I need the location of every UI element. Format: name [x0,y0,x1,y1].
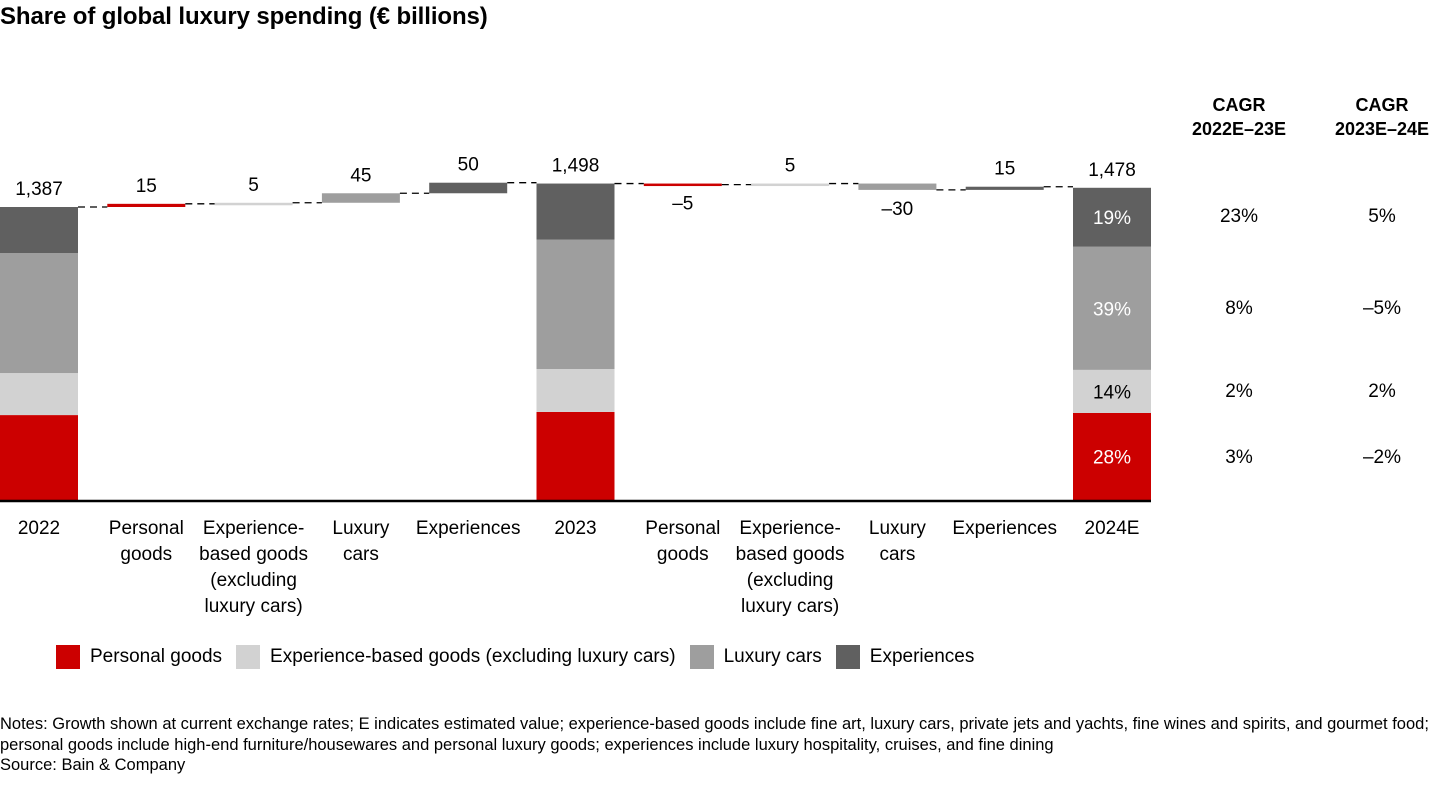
segment-share-label: 28% [1093,447,1131,468]
notes-text: Notes: Growth shown at current exchange … [0,715,1429,754]
bar-segment-luxury-cars [1073,246,1151,370]
total-value-label: 1,478 [1088,160,1136,181]
delta-bar-luxury-cars [321,193,400,203]
bar-segment-experience-based-goods-excluding-luxury-cars [1073,369,1151,413]
legend-item-experience-based-goods: Experience-based goods (excluding luxury… [236,645,676,669]
bar-segment-personal-goods [1073,412,1151,500]
legend-swatch-luxury-cars [689,645,714,669]
segment-share-label: 39% [1093,299,1131,320]
cagr-value-experiences: 23% [1220,206,1258,227]
footnotes: Notes: Growth shown at current exchange … [0,714,1430,776]
category-label: Experience- [203,518,304,539]
category-label: cars [879,544,915,565]
source-text: Source: Bain & Company [0,756,186,774]
delta-value-label: 45 [350,165,371,186]
segment-share-label: 14% [1093,382,1131,403]
bar-segment-personal-goods [0,415,78,500]
delta-value-label: –5 [672,194,693,215]
cagr-header: CAGR [1213,95,1266,115]
category-label: based goods [199,544,308,565]
legend-item-experiences: Experiences [835,645,975,669]
category-label: Luxury [332,518,390,539]
bar-segment-luxury-cars [0,253,78,374]
bar-segment-experience-based-goods-excluding-luxury-cars [0,373,78,416]
category-label: goods [657,544,709,565]
legend-label: Luxury cars [723,646,822,667]
legend-item-luxury-cars: Luxury cars [689,645,822,669]
cagr-header: 2022E–23E [1192,119,1286,139]
category-label: goods [120,544,172,565]
legend-swatch-experiences [835,645,860,669]
total-value-label: 1,387 [15,179,63,200]
cagr-value-personal-goods: –2% [1363,447,1401,468]
bar-segment-personal-goods [536,411,615,500]
bar-segment-experiences [536,183,615,240]
delta-bar-experience-based-goods-excluding-luxury-cars [751,183,830,187]
delta-value-label: 5 [785,156,796,177]
cagr-value-experience-based-goods-excluding-luxury-cars: 2% [1368,381,1396,402]
legend: Personal goods Experience-based goods (e… [56,645,988,669]
delta-value-label: 15 [994,159,1015,180]
category-label: 2022 [18,518,60,539]
total-value-label: 1,498 [552,156,600,177]
category-label: Luxury [869,518,927,539]
legend-label: Experiences [869,646,975,667]
category-label: 2024E [1085,518,1140,539]
delta-bar-experiences [429,182,508,194]
category-label: Personal [645,518,720,539]
category-label: Experiences [416,518,521,539]
cagr-value-personal-goods: 3% [1225,447,1253,468]
category-label: luxury cars) [741,596,839,617]
bar-segment-experience-based-goods-excluding-luxury-cars [536,369,615,412]
cagr-value-luxury-cars: 8% [1225,298,1253,319]
delta-bar-experience-based-goods-excluding-luxury-cars [214,202,293,206]
waterfall-chart: 1,387 2022 15 Personal goods 5 Experience-base… [0,95,1429,617]
delta-value-label: –30 [882,199,914,220]
cagr-value-experience-based-goods-excluding-luxury-cars: 2% [1225,381,1253,402]
delta-value-label: 15 [136,176,157,197]
segment-share-label: 19% [1093,208,1131,229]
legend-item-personal-goods: Personal goods [56,645,222,669]
delta-value-label: 5 [248,175,259,196]
category-label: 2023 [554,518,596,539]
cagr-value-luxury-cars: –5% [1363,298,1401,319]
cagr-header: 2023E–24E [1335,119,1429,139]
bar-segment-luxury-cars [536,239,615,370]
delta-bar-experiences [965,186,1044,190]
delta-bar-personal-goods [643,183,722,187]
category-label: Experience- [739,518,840,539]
cagr-header: CAGR [1356,95,1409,115]
delta-bar-personal-goods [107,203,186,207]
category-label: Personal [109,518,184,539]
category-label: based goods [736,544,845,565]
bar-segment-experiences [0,207,78,254]
category-label: Experiences [952,518,1057,539]
category-label: (excluding [210,570,297,591]
category-label: (excluding [747,570,834,591]
category-label: cars [343,544,379,565]
legend-swatch-experience-based-goods [236,645,261,669]
chart-title: Share of global luxury spending (€ billi… [0,3,488,30]
legend-label: Experience-based goods (excluding luxury… [270,646,676,667]
cagr-value-experiences: 5% [1368,206,1396,227]
bar-segment-experiences [1073,187,1151,247]
delta-value-label: 50 [458,155,479,176]
category-label: luxury cars) [205,596,303,617]
legend-swatch-personal-goods [56,645,80,669]
delta-bar-luxury-cars [858,183,937,190]
legend-label: Personal goods [90,646,223,667]
